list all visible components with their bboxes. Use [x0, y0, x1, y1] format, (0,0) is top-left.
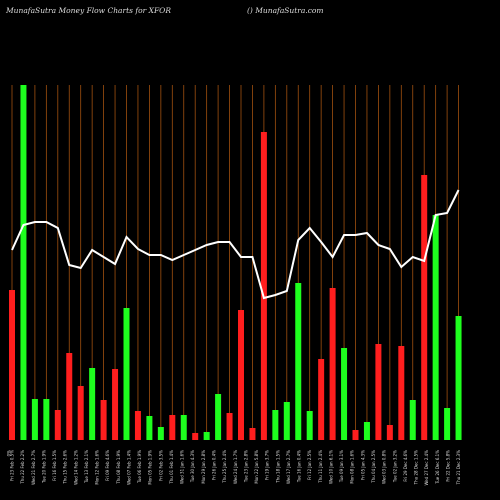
money-flow-bar	[192, 433, 199, 440]
x-tick-label: Tue 26 Dec 6.1%	[435, 450, 440, 485]
x-tick-label: Fri 12 Jan 2.5%	[307, 450, 312, 480]
x-tick-label: Thu 01 Feb 1.4%	[169, 450, 174, 485]
x-tick-label: Tue 09 Jan 3.1%	[339, 450, 344, 483]
money-flow-bar	[386, 425, 393, 440]
x-tick-label: Wed 17 Jan 2.7%	[286, 450, 291, 484]
money-flow-bar	[146, 416, 153, 440]
x-tick-label: Fri 19 Jan 3.7%	[265, 450, 270, 480]
money-flow-bar	[398, 346, 405, 440]
money-flow-bar	[134, 411, 141, 440]
money-flow-bar	[31, 399, 38, 440]
x-tick-label: Wed 14 Feb 1.2%	[73, 450, 78, 485]
x-tick-label: Thu 25 Jan 2.4%	[222, 450, 227, 484]
money-flow-bar	[169, 415, 176, 440]
x-tick-label: Mon 22 Jan 5.8%	[254, 450, 259, 484]
x-tick-label: Fri 16 Feb 1.5%	[52, 450, 57, 481]
price-line	[11, 189, 460, 300]
money-flow-bar	[249, 428, 256, 440]
x-tick-label: Fri 22 Dec 5.8%	[445, 450, 450, 482]
money-flow-bar	[352, 430, 359, 440]
money-flow-bar	[43, 399, 50, 440]
money-flow-bar	[180, 415, 187, 440]
x-tick-label: Wed 27 Dec 2.4%	[424, 450, 429, 486]
money-flow-bar	[203, 432, 210, 440]
x-tick-label: Fri 23 Feb 0.5%	[10, 450, 15, 481]
x-tick-label: Thu 21 Dec 2.3%	[456, 450, 461, 486]
money-flow-bar	[444, 408, 451, 440]
money-flow-bar	[306, 411, 313, 440]
money-flow-bar	[66, 353, 73, 440]
money-flow-bar	[89, 368, 96, 440]
x-tick-label: Thu 28 Dec 1.5%	[414, 450, 419, 486]
price-line-path	[11, 189, 460, 300]
x-tick-label: Fri 05 Jan 4.3%	[360, 450, 365, 480]
money-flow-bar	[123, 308, 130, 440]
x-tick-label: Tue 20 Feb 1.9%	[41, 450, 46, 484]
money-flow-bar	[295, 283, 302, 440]
money-flow-bar	[20, 85, 27, 440]
money-flow-bar	[226, 413, 233, 440]
x-tick-label: Mon 05 Feb 1.9%	[148, 450, 153, 485]
money-flow-bar	[215, 394, 222, 440]
x-tick-label: Wed 10 Jan 6.1%	[328, 450, 333, 484]
x-tick-label: Mon 08 Jan 1.6%	[350, 450, 355, 484]
x-tick-label: Tue 23 Jan 2.8%	[243, 450, 248, 483]
money-flow-bar	[318, 359, 325, 440]
money-flow-bar	[272, 410, 279, 440]
money-flow-bar	[112, 369, 119, 440]
x-tick-label: Mon 12 Feb 1.6%	[95, 450, 100, 485]
money-flow-bar	[421, 175, 428, 440]
money-flow-bar	[238, 310, 244, 440]
money-flow-bar	[9, 290, 15, 440]
x-tick-label: Thu 08 Feb 1.9%	[116, 450, 121, 485]
x-tick-label: Fri 29 Dec 4.6%	[403, 450, 408, 482]
x-tick-label: Tue 13 Feb 2.1%	[84, 450, 89, 484]
x-tick-label: Fri 02 Feb 3.5%	[158, 450, 163, 481]
x-tick-label: Thu 18 Jan 1.5%	[275, 450, 280, 484]
chart-title: MunafaSutra Money Flow Charts for XFOR	[6, 6, 171, 15]
x-tick-label: Thu 22 Feb 2.2%	[20, 450, 25, 485]
x-tick-label: Fri 26 Jan 0.4%	[212, 450, 217, 480]
money-flow-bar	[260, 132, 267, 440]
site-credit: () MunafaSutra.com	[247, 6, 324, 15]
bars	[9, 85, 462, 440]
x-tick-label: Tue 30 Jan 4.3%	[190, 450, 195, 483]
x-tick-label: Fri 09 Feb 4.6%	[105, 450, 110, 481]
x-tick-label: Wed 24 Jan 1.7%	[233, 450, 238, 484]
money-flow-bar	[329, 288, 336, 440]
money-flow-bar	[409, 400, 416, 440]
money-flow-bar	[157, 427, 164, 440]
money-flow-bar	[100, 400, 107, 440]
money-flow-bar	[283, 402, 290, 440]
money-flow-bar	[363, 422, 370, 440]
money-flow-bar	[432, 215, 439, 440]
x-tick-label: Mon 29 Jan 2.8%	[201, 450, 206, 484]
x-tick-label: Wed 31 Jan 1.6%	[180, 450, 185, 484]
money-flow-bar	[341, 348, 348, 440]
x-tick-label: 0%	[7, 450, 12, 457]
money-flow-bar	[54, 410, 61, 440]
money-flow-bar	[77, 386, 84, 440]
money-flow-bar	[455, 316, 462, 440]
x-tick-label: Wed 07 Feb 1.4%	[126, 450, 131, 485]
x-tick-label: Thu 04 Jan 2.5%	[371, 450, 376, 484]
money-flow-bar	[375, 344, 382, 440]
x-tick-label: Tue 16 Jan 0.4%	[297, 450, 302, 483]
x-tick-label: Thu 15 Feb 2.6%	[63, 450, 68, 485]
x-tick-label: Thu 11 Jan 2.4%	[318, 450, 323, 484]
x-axis-ticks: 0%Fri 23 Feb 0.5% Thu 22 Feb 2.2% Wed 21 F…	[7, 450, 462, 486]
x-tick-label: Tue 02 Jan 3.2%	[392, 450, 397, 483]
x-tick-label: Tue 06 Feb 1.9%	[137, 450, 142, 484]
x-tick-label: Wed 21 Feb 2.7%	[31, 450, 36, 485]
x-tick-label: Wed 03 Jan 0.8%	[382, 450, 387, 484]
